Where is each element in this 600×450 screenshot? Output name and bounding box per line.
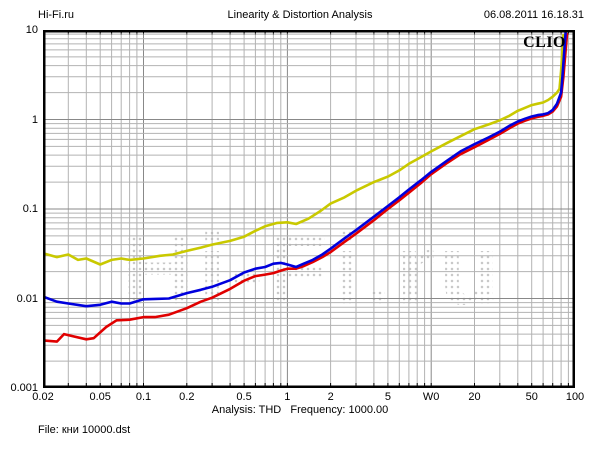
y-tick-label: 0.001 bbox=[10, 382, 38, 394]
y-tick-label: 1 bbox=[31, 113, 38, 126]
y-tick-label: 0.1 bbox=[22, 203, 38, 215]
x-tick-label: 0.05 bbox=[89, 391, 111, 403]
analysis-status-line: Analysis: THD Frequency: 1000.00 bbox=[211, 404, 389, 416]
thd-linearity-chart bbox=[43, 30, 575, 388]
page-title: Linearity & Distortion Analysis bbox=[227, 9, 373, 21]
clio-logo: CLIO bbox=[523, 34, 566, 51]
chart-plot-area: Hi-Fi.ru CLIO bbox=[43, 30, 575, 388]
y-tick-label: 0.01 bbox=[16, 292, 38, 305]
datetime-label: 06.08.2011 16.18.31 bbox=[483, 9, 584, 21]
x-tick-label: 0.1 bbox=[135, 391, 152, 403]
y-tick-label: 10 bbox=[25, 24, 38, 36]
x-tick-label: 5 bbox=[384, 391, 391, 403]
x-tick-label: 0.5 bbox=[236, 391, 252, 403]
x-tick-label: 20 bbox=[468, 391, 481, 403]
file-name-label: File: кни 10000.dst bbox=[38, 424, 131, 436]
x-tick-label: 100 bbox=[565, 391, 585, 403]
x-tick-label: W0 bbox=[422, 391, 440, 403]
yellow-curve bbox=[43, 33, 565, 266]
x-tick-label: 1 bbox=[284, 391, 291, 403]
x-tick-label: 0.02 bbox=[32, 391, 54, 403]
site-label: Hi-Fi.ru bbox=[38, 9, 75, 21]
x-tick-label: 2 bbox=[327, 391, 334, 403]
blue-curve bbox=[43, 31, 567, 308]
red-curve bbox=[43, 32, 569, 343]
x-tick-label: 0.2 bbox=[179, 391, 195, 403]
x-tick-label: 50 bbox=[525, 391, 538, 403]
